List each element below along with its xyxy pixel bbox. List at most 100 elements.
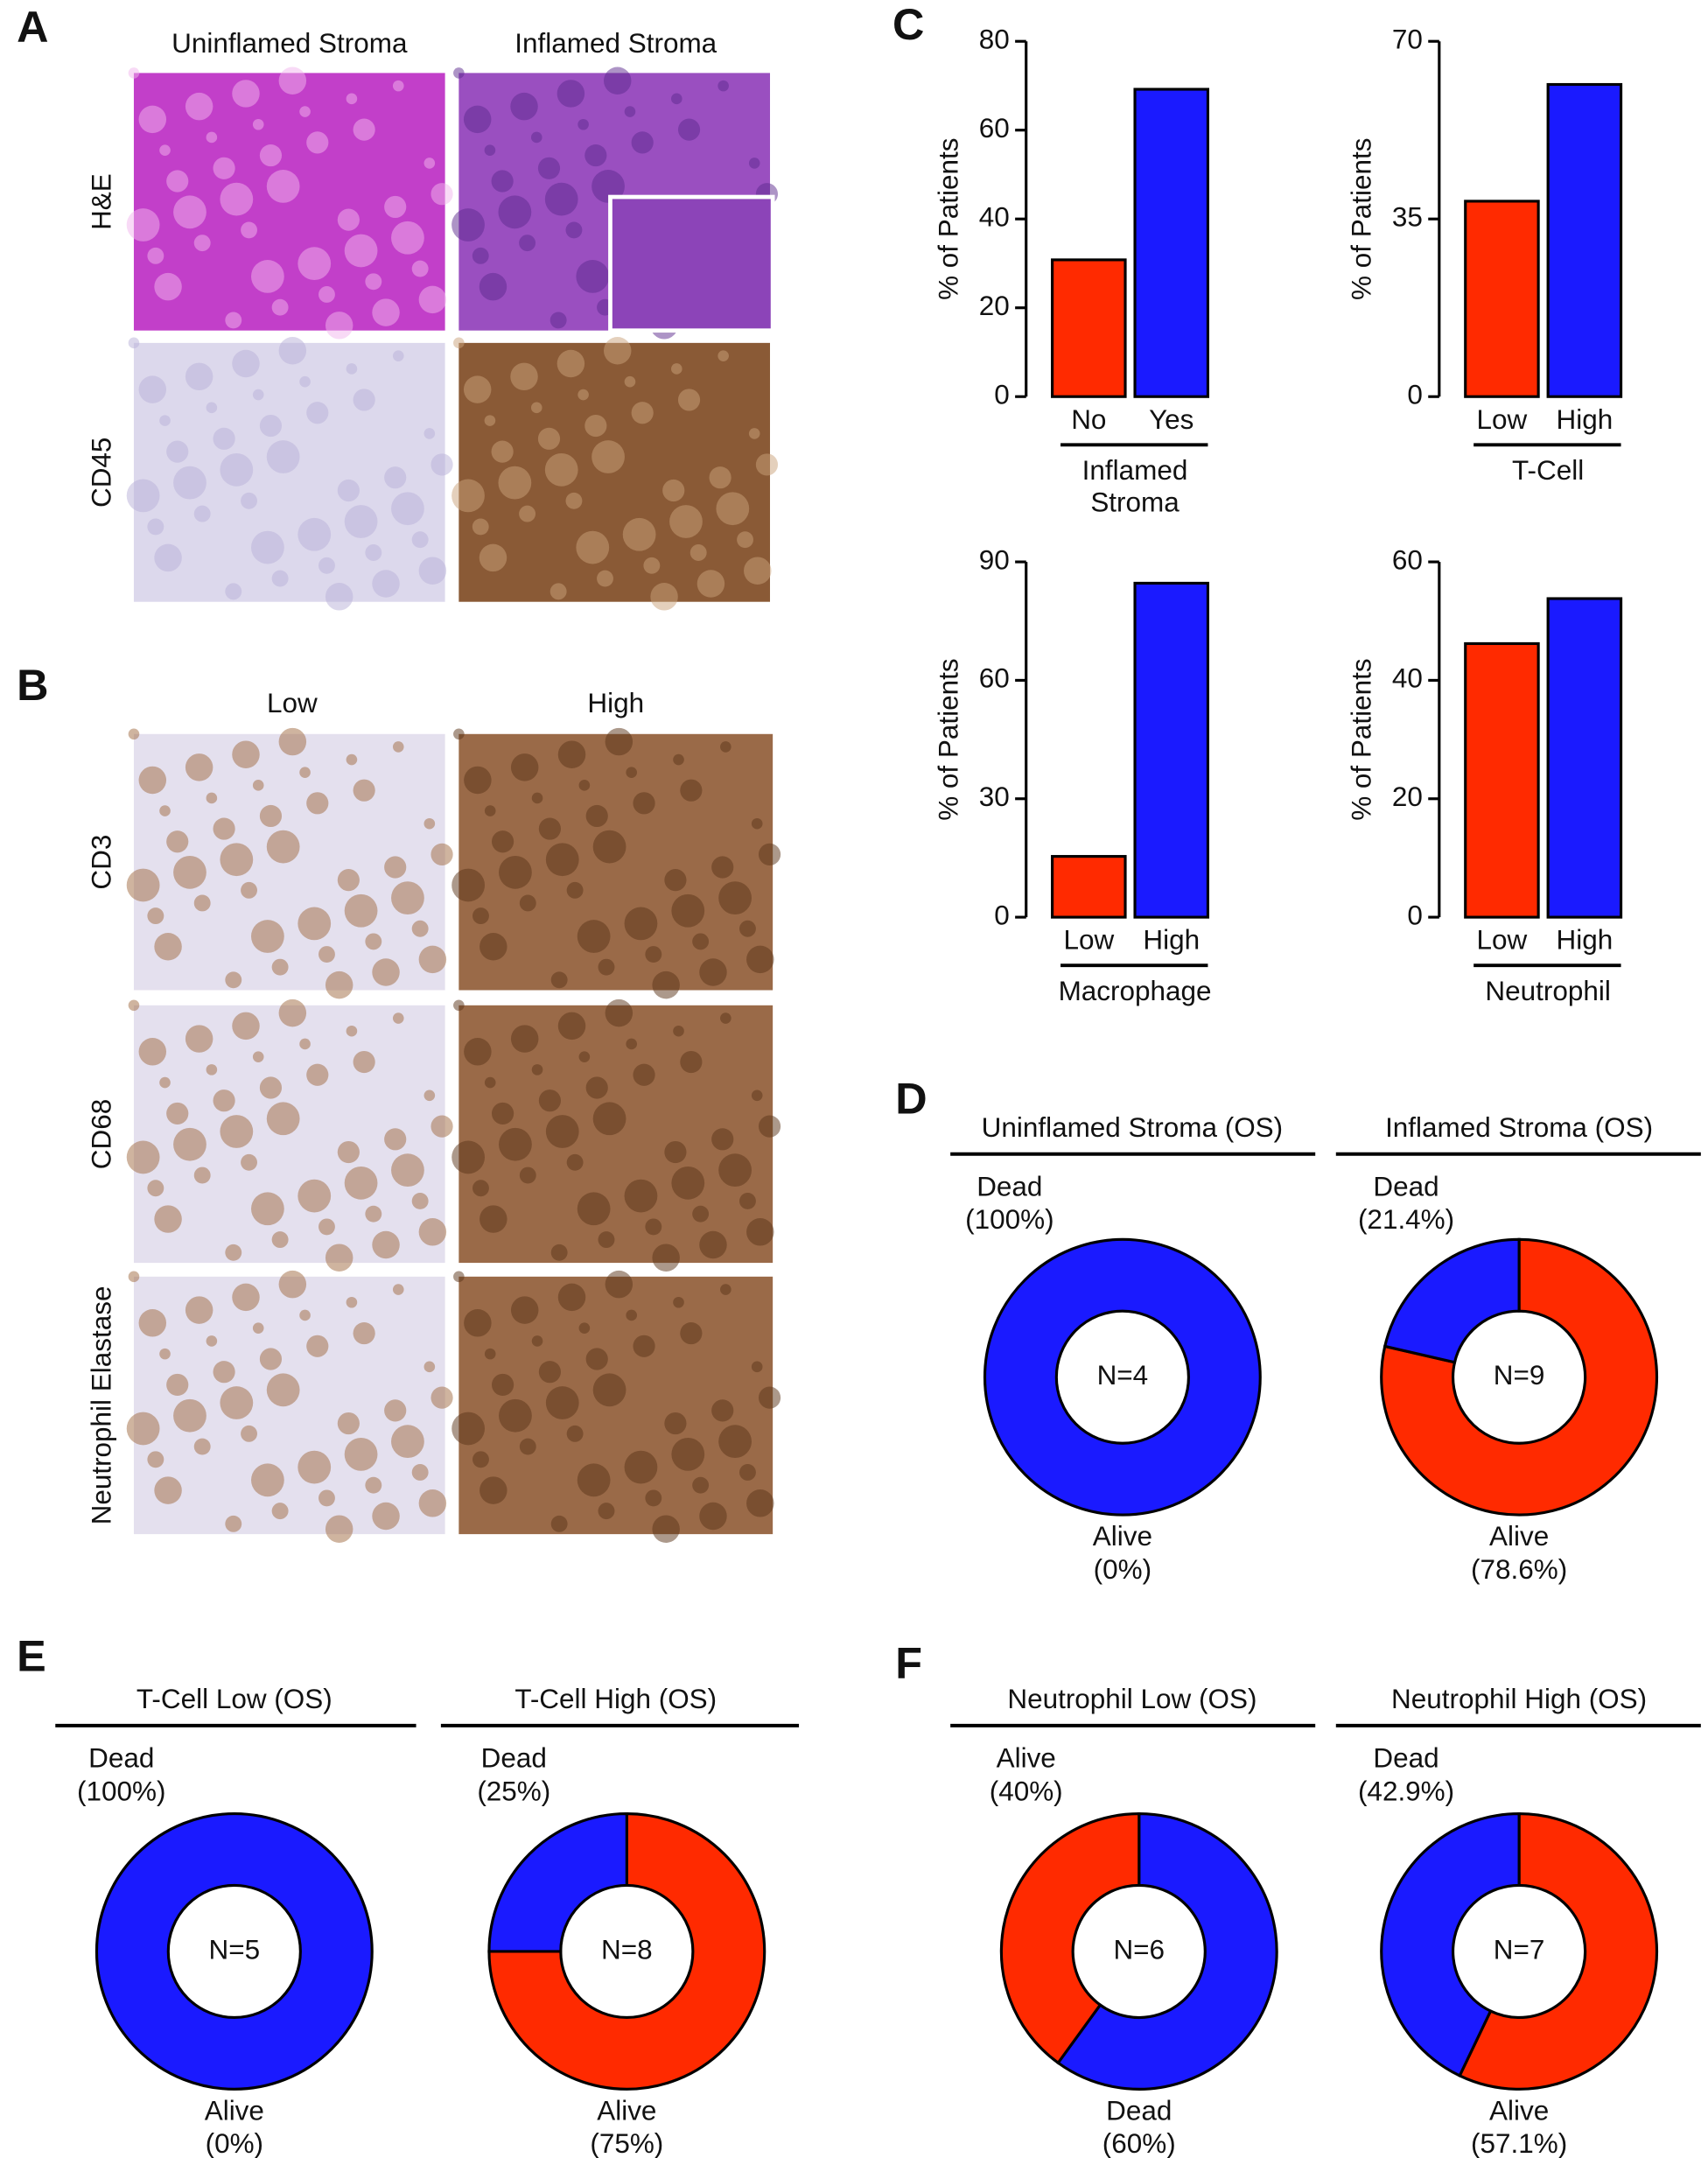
micrograph-texture (372, 298, 400, 326)
micrograph-texture (472, 1180, 489, 1197)
micrograph-texture (530, 131, 542, 144)
micrograph-texture (147, 247, 164, 264)
micrograph-texture (453, 728, 465, 740)
micrograph-texture (624, 1450, 658, 1484)
micrograph-texture (259, 1076, 283, 1099)
micrograph-texture (699, 958, 727, 986)
micrograph-texture (299, 1309, 311, 1321)
micrograph-texture (566, 1153, 584, 1171)
micrograph-texture (346, 1296, 358, 1308)
micrograph-texture (746, 945, 774, 974)
micrograph-texture (758, 1386, 781, 1409)
center-label: N=8 (601, 1934, 653, 1965)
micrograph-texture (538, 817, 561, 840)
micrograph-texture (452, 479, 485, 513)
panel-letter: B (17, 660, 48, 710)
micrograph-texture (550, 312, 567, 329)
value-label: (100%) (77, 1776, 165, 1806)
micrograph-texture (566, 881, 584, 899)
micrograph-texture (592, 170, 625, 203)
inset (608, 194, 775, 333)
micrograph-texture (173, 466, 206, 500)
micrograph-texture (166, 1102, 189, 1125)
micrograph-texture (185, 1025, 214, 1053)
micrograph-texture (299, 767, 311, 778)
micrograph-texture (484, 805, 496, 816)
micrograph-texture (650, 583, 678, 611)
micrograph-texture (603, 67, 632, 95)
micrograph-texture (241, 492, 257, 509)
micrograph-texture (337, 1412, 360, 1435)
micrograph-texture (531, 792, 543, 804)
micrograph-texture (592, 1373, 626, 1407)
micrograph-texture (452, 208, 485, 242)
micrograph-texture (718, 881, 752, 915)
micrograph-texture (664, 869, 687, 892)
micrograph-texture (645, 1489, 662, 1507)
micrograph-texture (452, 868, 485, 902)
micrograph-texture (453, 337, 465, 349)
micrograph-texture (510, 1296, 539, 1324)
micrograph-texture (463, 375, 492, 403)
micrograph-texture (298, 1450, 332, 1484)
slice-label: Dead (976, 1171, 1042, 1202)
micrograph-texture (557, 740, 586, 768)
micrograph-texture (278, 1270, 307, 1299)
slice-label: Dead (1106, 2095, 1172, 2126)
micrograph-texture (306, 792, 329, 815)
slice-label: Alive (1489, 2095, 1549, 2126)
micrograph-texture (344, 1166, 378, 1200)
y-tick-label: 20 (979, 291, 1010, 321)
micrograph-texture (185, 1296, 214, 1324)
micrograph-texture (271, 958, 289, 976)
micrograph-texture (711, 1128, 734, 1151)
micrograph-texture (346, 93, 358, 105)
micrograph-texture (498, 195, 532, 229)
y-tick-label: 80 (979, 25, 1010, 55)
micrograph-texture (213, 1090, 235, 1112)
micrograph-texture (751, 1361, 763, 1373)
micrograph-texture (452, 1412, 485, 1446)
micrograph-texture (206, 1335, 218, 1347)
y-axis-label: % of Patients (933, 658, 963, 820)
panel-letter: C (892, 0, 924, 49)
micrograph-texture (718, 1425, 752, 1459)
micrograph-texture (306, 402, 329, 424)
micrograph-texture (126, 479, 160, 513)
micrograph-texture (128, 999, 140, 1012)
micrograph-texture (411, 920, 429, 937)
micrograph-texture (662, 479, 685, 502)
micrograph-texture (472, 1451, 489, 1468)
micrograph-texture (673, 1296, 684, 1308)
micrograph-texture (271, 298, 289, 316)
micrograph-texture (154, 272, 182, 301)
micrograph-texture (193, 235, 211, 252)
micrograph-texture (346, 363, 358, 375)
micrograph-texture (225, 1244, 242, 1261)
micrograph-texture (643, 557, 661, 574)
micrograph-texture (453, 999, 465, 1012)
micrograph-texture (652, 1515, 680, 1543)
micrograph-texture (680, 779, 703, 802)
x-tick-label: Low (1477, 925, 1528, 956)
value-label: (21.4%) (1358, 1204, 1454, 1235)
bar (1051, 855, 1127, 919)
micrograph-texture (353, 389, 375, 411)
micrograph-texture (384, 466, 407, 489)
micrograph-texture (577, 1192, 611, 1226)
row-label: H&E (87, 173, 117, 230)
micrograph-texture (298, 247, 332, 281)
micrograph-texture (252, 118, 264, 130)
micrograph-texture (424, 1090, 436, 1102)
micrograph-texture (472, 247, 489, 264)
slice-label: Alive (205, 2095, 264, 2126)
micrograph-texture (711, 1399, 734, 1422)
micrograph-texture (241, 1153, 257, 1171)
micrograph-texture (337, 479, 360, 502)
micrograph-texture (159, 1076, 171, 1089)
micrograph-texture (424, 428, 436, 439)
micrograph-texture (259, 804, 283, 828)
micrograph-texture (669, 505, 703, 538)
row-label: Neutrophil Elastase (87, 1286, 117, 1525)
micrograph-texture (544, 452, 578, 487)
